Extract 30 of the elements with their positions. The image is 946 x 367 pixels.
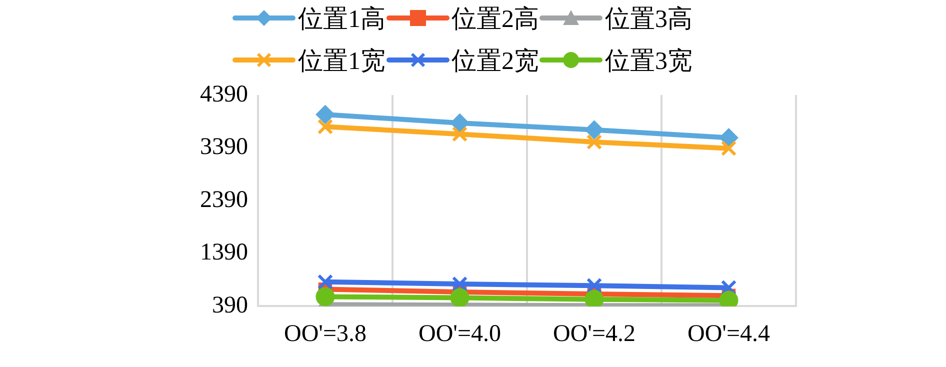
point bbox=[719, 128, 738, 148]
point bbox=[584, 290, 604, 306]
point bbox=[720, 280, 737, 296]
legend-label: 位置2宽 bbox=[452, 46, 539, 76]
point bbox=[586, 278, 602, 294]
legend-label: 位置3高 bbox=[605, 4, 692, 34]
legend-label: 位置3宽 bbox=[605, 46, 692, 76]
point bbox=[317, 118, 334, 135]
y-tick-label: 390 bbox=[212, 292, 248, 318]
legend-label: 位置1高 bbox=[298, 4, 386, 34]
point bbox=[584, 120, 604, 140]
y-tick-label: 4390 bbox=[200, 81, 248, 108]
point bbox=[317, 274, 334, 290]
point bbox=[720, 140, 737, 156]
point bbox=[452, 126, 468, 142]
point bbox=[450, 113, 470, 132]
y-tick-label: 3390 bbox=[200, 134, 248, 160]
x-tick-label: OO'=3.8 bbox=[284, 320, 367, 347]
point bbox=[316, 105, 335, 124]
y-tick-label: 1390 bbox=[200, 240, 248, 266]
x-tick-label: OO'=4.0 bbox=[418, 320, 502, 347]
legend-label: 位置2高 bbox=[452, 4, 539, 34]
point bbox=[450, 288, 470, 306]
point bbox=[316, 287, 335, 306]
x-tick-label: OO'=4.4 bbox=[687, 320, 770, 347]
point bbox=[452, 276, 468, 292]
legend-label: 位置1宽 bbox=[298, 46, 386, 76]
point bbox=[586, 134, 602, 150]
x-tick-label: OO'=4.2 bbox=[552, 320, 636, 347]
y-tick-label: 2390 bbox=[200, 186, 248, 213]
